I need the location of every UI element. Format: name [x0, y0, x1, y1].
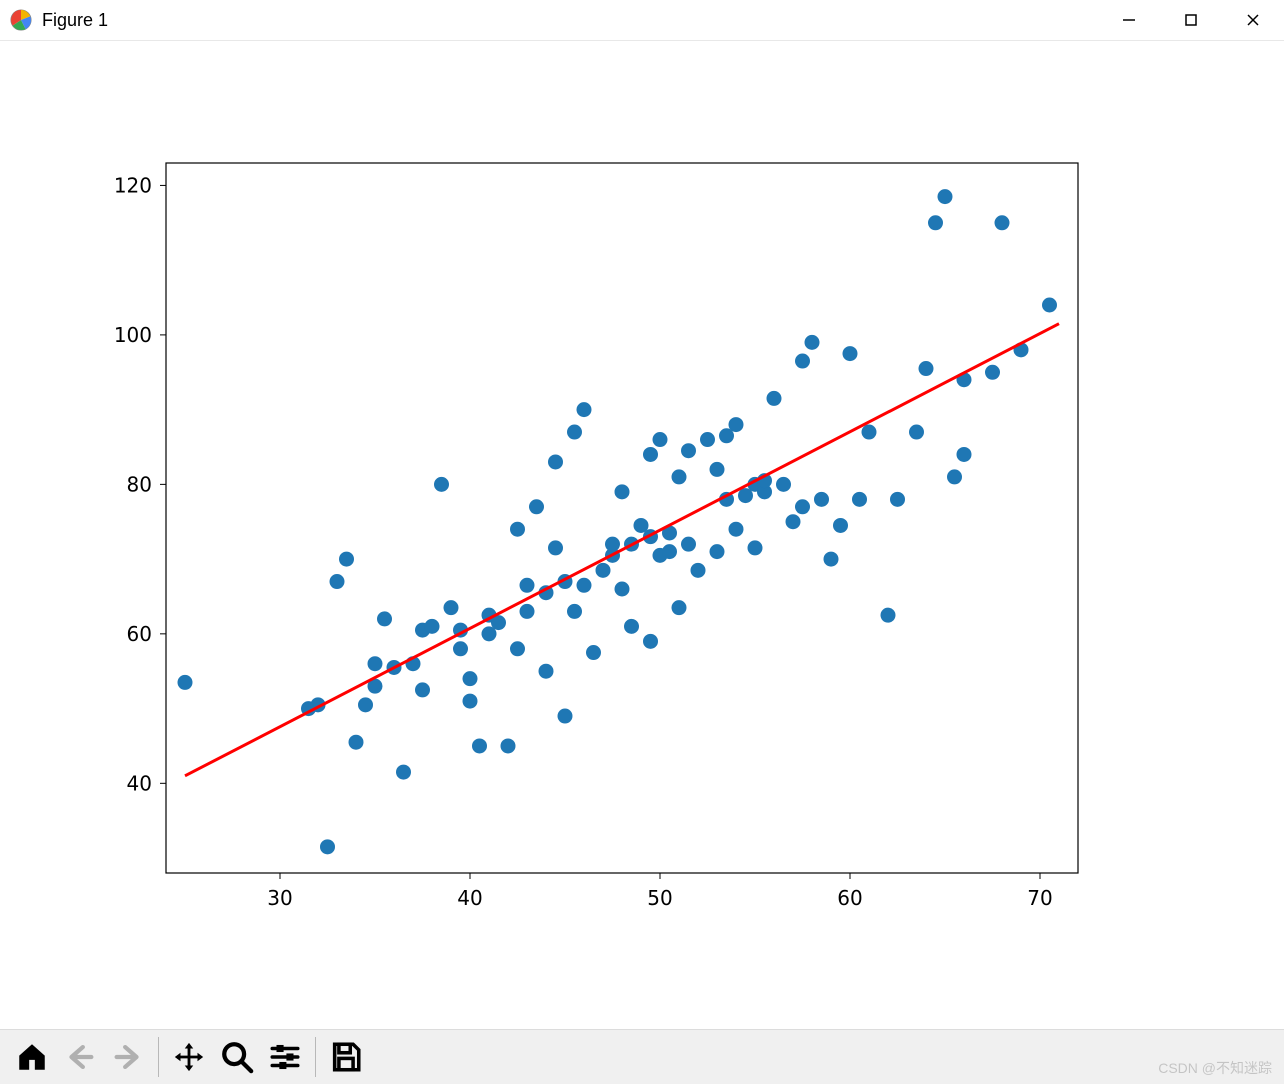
matplotlib-window: Figure 1 30 40 50 60 70 40 60 80 100 120 [0, 0, 1284, 1084]
toolbar-separator [158, 1037, 159, 1077]
svg-text:80: 80 [127, 472, 152, 496]
watermark-text: CSDN @不知迷踪 [1158, 1058, 1272, 1078]
minimize-button[interactable] [1098, 0, 1160, 40]
back-icon [63, 1040, 97, 1074]
configure-icon [268, 1040, 302, 1074]
svg-text:70: 70 [1027, 886, 1052, 910]
configure-button[interactable] [261, 1033, 309, 1081]
window-title: Figure 1 [42, 10, 108, 31]
close-button[interactable] [1222, 0, 1284, 40]
pan-icon [172, 1040, 206, 1074]
svg-text:100: 100 [114, 323, 152, 347]
save-button[interactable] [322, 1033, 370, 1081]
svg-text:60: 60 [837, 886, 862, 910]
chart-svg: 30 40 50 60 70 40 60 80 100 120 [0, 41, 1284, 1029]
pan-button[interactable] [165, 1033, 213, 1081]
figure-canvas[interactable]: 30 40 50 60 70 40 60 80 100 120 [0, 41, 1284, 1029]
app-icon [10, 9, 32, 31]
svg-text:40: 40 [127, 771, 152, 795]
svg-text:60: 60 [127, 622, 152, 646]
forward-button[interactable] [104, 1033, 152, 1081]
svg-text:120: 120 [114, 173, 152, 197]
zoom-button[interactable] [213, 1033, 261, 1081]
svg-text:30: 30 [267, 886, 292, 910]
titlebar[interactable]: Figure 1 [0, 0, 1284, 41]
nav-toolbar: CSDN @不知迷踪 [0, 1029, 1284, 1084]
maximize-button[interactable] [1160, 0, 1222, 40]
toolbar-separator [315, 1037, 316, 1077]
home-icon [15, 1040, 49, 1074]
home-button[interactable] [8, 1033, 56, 1081]
forward-icon [111, 1040, 145, 1074]
back-button[interactable] [56, 1033, 104, 1081]
svg-text:40: 40 [457, 886, 482, 910]
save-icon [329, 1040, 363, 1074]
svg-text:50: 50 [647, 886, 672, 910]
zoom-icon [220, 1040, 254, 1074]
